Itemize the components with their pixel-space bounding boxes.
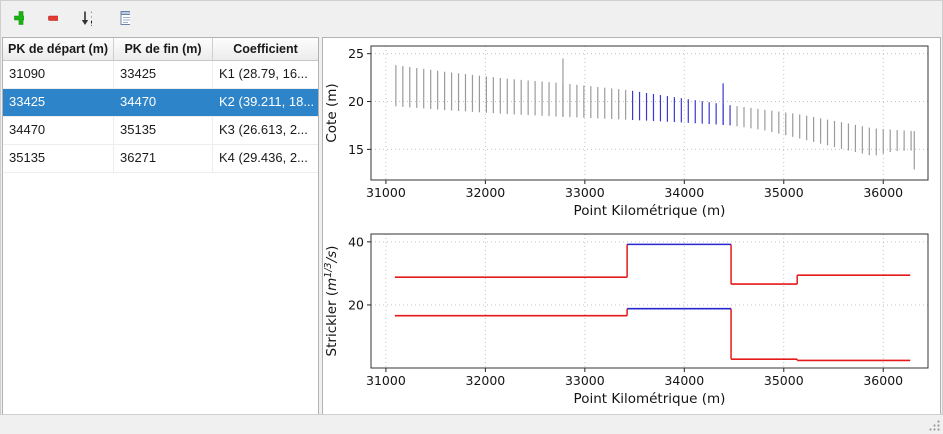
cell-coefficient: K3 (26.613, 2... <box>219 122 308 137</box>
svg-text:31000: 31000 <box>366 373 406 388</box>
svg-text:20: 20 <box>348 94 364 109</box>
svg-text:Point Kilométrique (m): Point Kilométrique (m) <box>574 391 726 407</box>
cell-pk-depart: 34470 <box>3 117 114 144</box>
column-header-pk-fin[interactable]: PK de fin (m) <box>114 38 213 60</box>
svg-text:32000: 32000 <box>466 185 506 200</box>
cell-pk-fin: 34470 <box>114 89 213 116</box>
svg-text:Cote (m): Cote (m) <box>324 83 340 142</box>
coefficients-table: PK de départ (m) PK de fin (m) Coefficie… <box>2 37 319 415</box>
minus-icon <box>48 15 58 21</box>
remove-button[interactable] <box>39 5 65 31</box>
main-area: PK de départ (m) PK de fin (m) Coefficie… <box>0 37 943 415</box>
cell-coefficient: K4 (29.436, 2... <box>219 150 308 165</box>
svg-text:36000: 36000 <box>863 185 903 200</box>
svg-text:32000: 32000 <box>466 373 506 388</box>
add-button[interactable] <box>5 5 31 31</box>
table-row[interactable]: 35135 36271 K4 (29.436, 2... <box>3 145 318 173</box>
table-row[interactable]: 34470 35135 K3 (26.613, 2... <box>3 117 318 145</box>
cell-coefficient: K1 (28.79, 16... <box>219 66 308 81</box>
sort-numeric-icon: 1 9 <box>81 11 93 27</box>
svg-text:9: 9 <box>91 19 93 27</box>
status-bar <box>0 414 943 434</box>
cell-pk-fin: 35135 <box>114 117 213 144</box>
plus-icon <box>14 11 24 25</box>
column-header-coefficient[interactable]: Coefficient <box>233 42 298 56</box>
cell-pk-fin: 36271 <box>114 145 213 172</box>
cell-pk-depart: 33425 <box>3 89 114 116</box>
svg-text:33000: 33000 <box>565 185 605 200</box>
toolbar: 1 9 <box>0 0 943 36</box>
cell-pk-depart: 35135 <box>3 145 114 172</box>
svg-text:35000: 35000 <box>764 373 804 388</box>
cell-coefficient: K2 (39.211, 18... <box>219 94 315 109</box>
table-body: 31090 33425 K1 (28.79, 16... 33425 34470… <box>3 61 318 173</box>
svg-text:1: 1 <box>91 11 93 20</box>
svg-text:34000: 34000 <box>664 373 704 388</box>
svg-text:Point Kilométrique (m): Point Kilométrique (m) <box>574 203 726 219</box>
resize-grip-icon[interactable] <box>928 419 941 432</box>
column-header-pk-depart[interactable]: PK de départ (m) <box>3 38 114 60</box>
svg-text:20: 20 <box>348 297 364 312</box>
svg-text:31000: 31000 <box>366 185 406 200</box>
cote-chart: 31000 32000 33000 34000 35000 36000 15 20 25 Poin… <box>324 45 929 219</box>
svg-text:40: 40 <box>348 234 364 249</box>
svg-text:Strickler (m1/3/s): Strickler (m1/3/s) <box>323 246 340 357</box>
svg-text:36000: 36000 <box>863 373 903 388</box>
cell-pk-depart: 31090 <box>3 61 114 88</box>
charts-panel: 31000 32000 33000 34000 35000 36000 15 20 25 Poin… <box>322 37 941 415</box>
sort-button[interactable]: 1 9 <box>73 5 99 31</box>
cell-pk-fin: 33425 <box>114 61 213 88</box>
table-row[interactable]: 31090 33425 K1 (28.79, 16... <box>3 61 318 89</box>
report-button[interactable] <box>111 5 137 31</box>
svg-text:15: 15 <box>348 142 364 157</box>
svg-text:35000: 35000 <box>764 185 804 200</box>
svg-text:25: 25 <box>348 46 364 61</box>
svg-text:33000: 33000 <box>565 373 605 388</box>
svg-text:34000: 34000 <box>664 185 704 200</box>
strickler-chart: 31000 32000 33000 34000 35000 36000 20 40 Point … <box>323 233 929 407</box>
table-row[interactable]: 33425 34470 K2 (39.211, 18... <box>3 89 318 117</box>
report-icon <box>120 11 130 25</box>
table-header: PK de départ (m) PK de fin (m) Coefficie… <box>3 38 318 61</box>
